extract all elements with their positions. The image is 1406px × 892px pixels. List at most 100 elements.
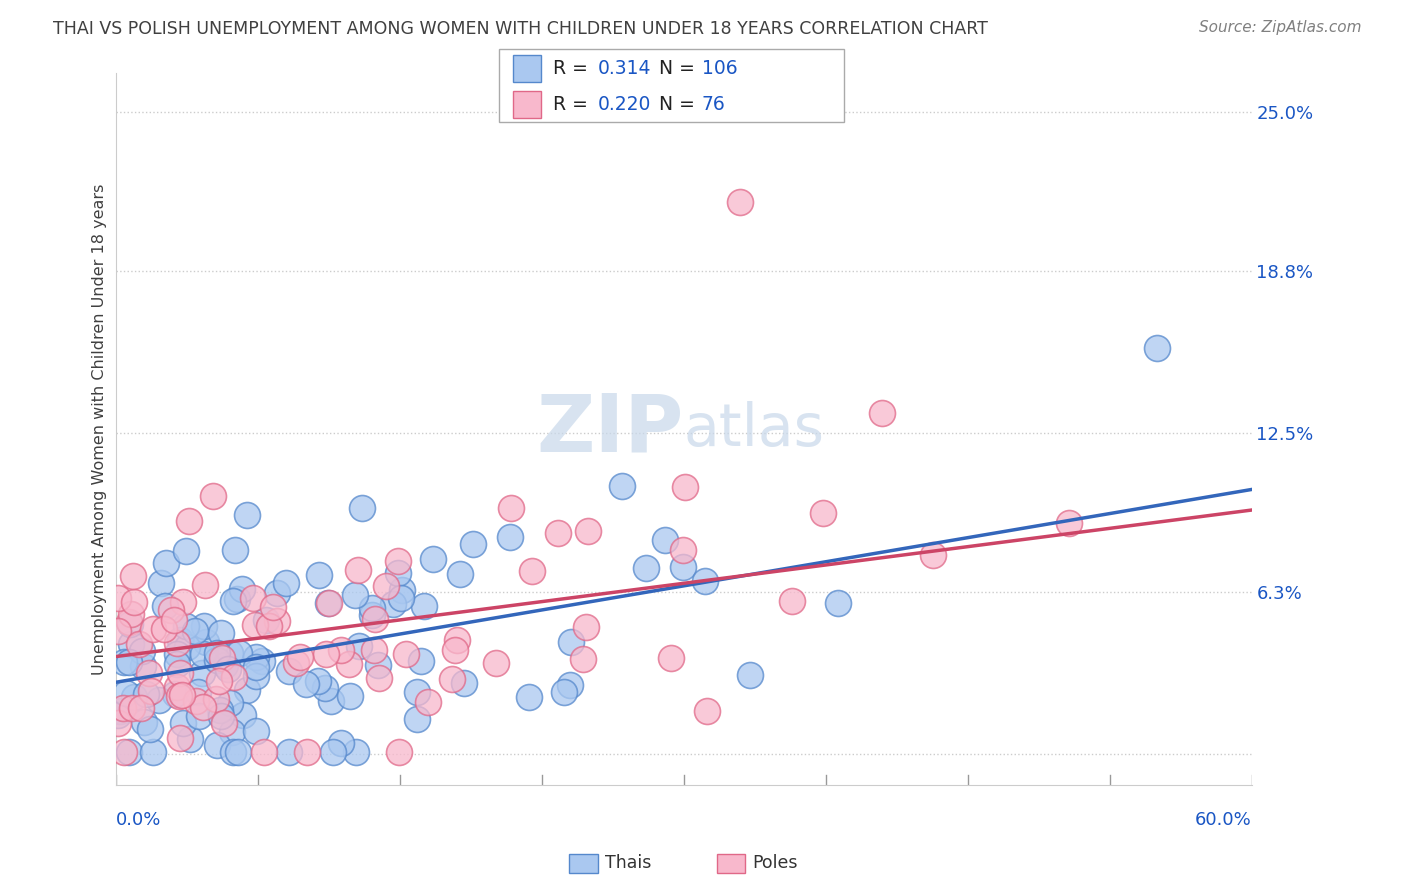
Point: [367, 658, 389, 673]
Point: [381, 597, 404, 611]
Point: [391, 583, 413, 598]
Point: [422, 552, 444, 566]
Point: [520, 564, 543, 578]
Point: [245, 650, 267, 665]
Point: [266, 614, 288, 628]
Point: [186, 694, 208, 708]
Point: [285, 656, 308, 670]
Point: [295, 745, 318, 759]
Text: 0.0%: 0.0%: [115, 811, 162, 829]
Point: [231, 582, 253, 597]
Text: ZIP: ZIP: [536, 390, 683, 468]
Point: [228, 646, 250, 660]
Point: [242, 591, 264, 606]
Point: [163, 687, 186, 701]
Point: [266, 586, 288, 600]
Point: [205, 646, 228, 660]
Point: [169, 731, 191, 745]
Y-axis label: Unemployment Among Women with Children Under 18 years: Unemployment Among Women with Children U…: [93, 184, 107, 674]
Point: [254, 613, 277, 627]
Point: [339, 689, 361, 703]
Point: [337, 657, 360, 672]
Point: [122, 595, 145, 609]
Point: [214, 657, 236, 672]
Point: [314, 681, 336, 696]
Point: [205, 652, 228, 666]
Point: [347, 563, 370, 577]
Point: [634, 560, 657, 574]
Point: [174, 544, 197, 558]
Point: [221, 724, 243, 739]
Text: 60.0%: 60.0%: [1195, 811, 1251, 829]
Point: [453, 676, 475, 690]
Point: [672, 542, 695, 557]
Point: [236, 508, 259, 522]
Point: [1057, 516, 1080, 531]
Point: [416, 695, 439, 709]
Point: [209, 709, 232, 723]
Point: [406, 712, 429, 726]
Point: [117, 745, 139, 759]
Point: [208, 674, 231, 689]
Point: [693, 574, 716, 589]
Text: N =: N =: [659, 59, 702, 78]
Point: [118, 615, 141, 630]
Point: [222, 745, 245, 759]
Point: [388, 745, 411, 759]
Point: [870, 406, 893, 420]
Text: R =: R =: [553, 59, 593, 78]
Point: [330, 643, 353, 657]
Point: [131, 644, 153, 658]
Point: [243, 618, 266, 632]
Point: [274, 576, 297, 591]
Point: [387, 566, 409, 580]
Point: [499, 501, 522, 516]
Point: [409, 654, 432, 668]
Point: [444, 642, 467, 657]
Point: [193, 619, 215, 633]
Text: R =: R =: [553, 95, 593, 114]
Text: atlas: atlas: [683, 401, 824, 458]
Point: [347, 639, 370, 653]
Point: [295, 677, 318, 691]
Point: [654, 533, 676, 548]
Point: [387, 554, 409, 568]
Point: [172, 595, 194, 609]
Point: [139, 722, 162, 736]
Point: [558, 677, 581, 691]
Point: [138, 666, 160, 681]
Point: [107, 591, 129, 605]
Point: [278, 665, 301, 679]
Text: N =: N =: [659, 95, 702, 114]
Point: [319, 694, 342, 708]
Text: Poles: Poles: [752, 855, 797, 872]
Point: [352, 500, 374, 515]
Point: [221, 593, 243, 607]
Point: [166, 657, 188, 672]
Point: [163, 613, 186, 627]
Point: [169, 633, 191, 648]
Point: [107, 624, 129, 639]
Point: [318, 596, 340, 610]
Point: [174, 618, 197, 632]
Point: [217, 662, 239, 676]
Point: [363, 643, 385, 657]
Point: [406, 684, 429, 698]
Point: [166, 680, 188, 694]
Point: [155, 557, 177, 571]
Point: [253, 745, 276, 759]
Point: [740, 667, 762, 681]
Point: [374, 579, 396, 593]
Point: [225, 591, 247, 606]
Point: [575, 620, 598, 634]
Point: [205, 738, 228, 752]
Point: [188, 709, 211, 723]
Point: [224, 542, 246, 557]
Point: [461, 537, 484, 551]
Point: [360, 607, 382, 622]
Point: [232, 708, 254, 723]
Text: 0.314: 0.314: [598, 59, 651, 78]
Point: [166, 647, 188, 661]
Point: [132, 659, 155, 673]
Point: [827, 596, 849, 610]
